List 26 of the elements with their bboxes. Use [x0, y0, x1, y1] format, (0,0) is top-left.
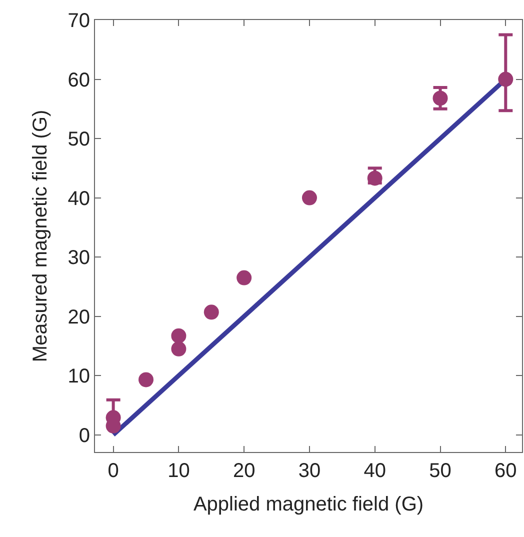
point	[171, 328, 186, 344]
x-tick-label: 20	[232, 460, 256, 482]
y-tick-label: 40	[68, 188, 90, 210]
point	[432, 90, 448, 106]
y-tick-label: 20	[68, 306, 90, 328]
y-tick-label: 30	[68, 247, 90, 270]
point	[367, 170, 382, 186]
y-tick-label: 10	[68, 366, 90, 388]
point	[171, 341, 186, 356]
x-axis-title: Applied magnetic field (G)	[193, 494, 424, 516]
y-tick-label: 70	[68, 10, 90, 32]
x-tick-label: 30	[298, 460, 321, 482]
x-tick-label: 0	[108, 460, 119, 482]
point	[302, 190, 317, 206]
point	[204, 304, 219, 320]
y-tick-label: 0	[78, 424, 90, 447]
x-tick-label: 10	[168, 460, 190, 482]
y-tick-label: 50	[68, 128, 90, 151]
point	[498, 72, 514, 87]
x-tick-label: 50	[429, 460, 452, 482]
y-tick-label: 60	[68, 69, 90, 92]
y-axis-title: Measured magnetic field (G)	[29, 110, 52, 362]
x-tick-label: 60	[494, 460, 517, 482]
point	[236, 270, 252, 286]
point	[138, 372, 154, 388]
x-tick-label: 40	[364, 460, 386, 482]
